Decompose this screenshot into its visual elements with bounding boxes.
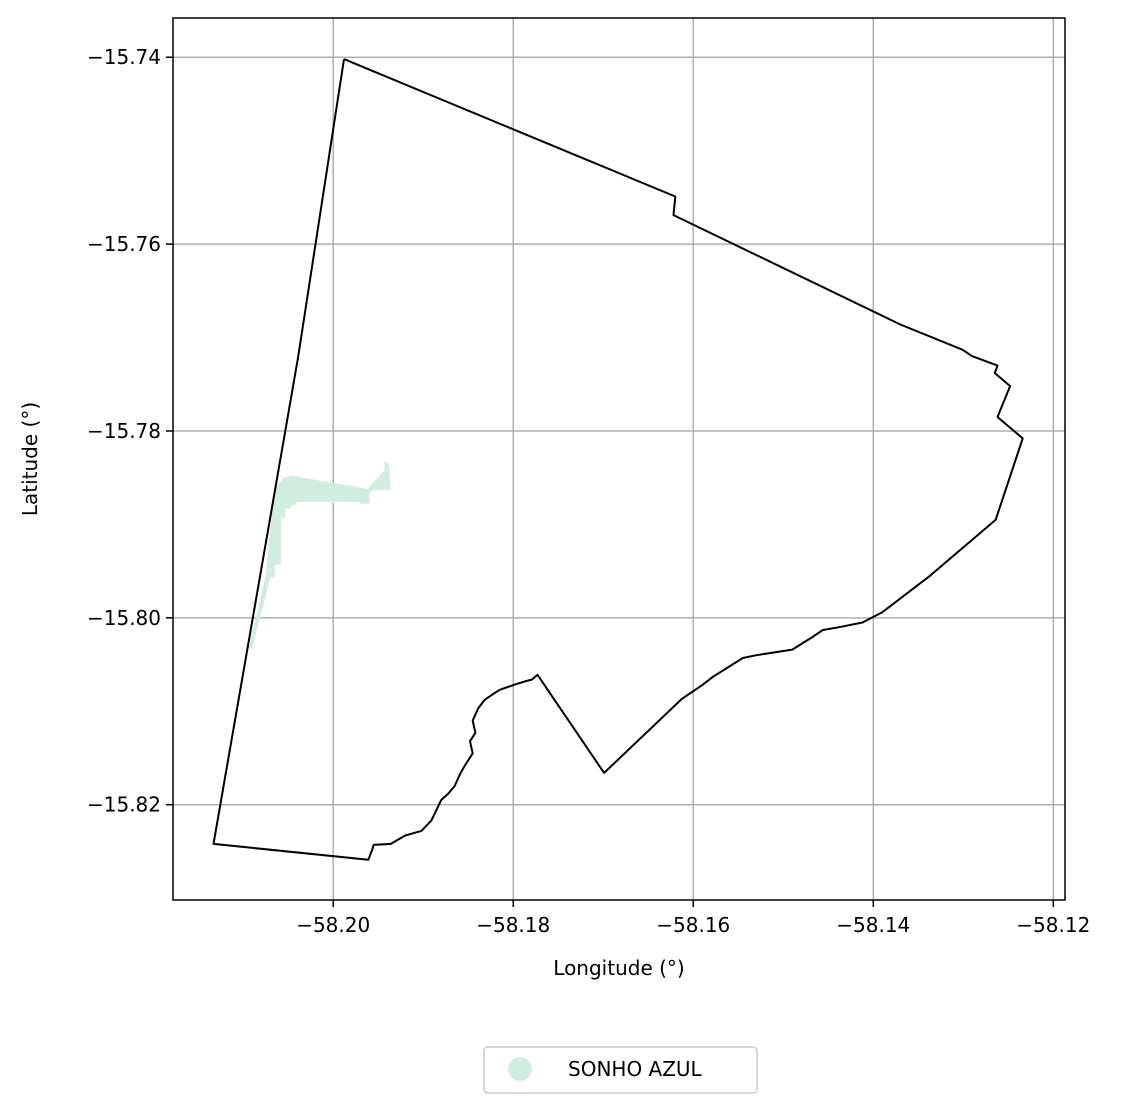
legend-swatch [508,1057,532,1081]
y-tick-label: −15.74 [87,45,161,69]
x-tick-label: −58.18 [476,913,550,937]
y-tick-label: −15.82 [87,793,161,817]
legend-label-sonho-azul: SONHO AZUL [568,1057,703,1081]
grid [173,18,1065,900]
y-tick-label: −15.76 [87,232,161,256]
boundary-outline [212,58,1024,861]
y-axis-label: Latitude (°) [18,402,42,516]
map-areas [248,460,391,649]
x-axis-ticks: −58.20 −58.18 −58.16 −58.14 −58.12 [296,900,1090,937]
y-axis-ticks: −15.74 −15.76 −15.78 −15.80 −15.82 [87,45,173,817]
x-tick-label: −58.14 [836,913,910,937]
x-tick-label: −58.20 [296,913,370,937]
y-tick-label: −15.78 [87,419,161,443]
legend: SONHO AZUL [483,1046,758,1094]
x-tick-label: −58.12 [1016,913,1090,937]
x-axis-label: Longitude (°) [553,956,684,980]
plot-frame [172,17,1066,901]
area-sonho-azul [248,460,391,649]
y-tick-label: −15.80 [87,606,161,630]
x-tick-label: −58.16 [656,913,730,937]
legend-box [483,1046,758,1094]
boundary [212,58,1024,861]
